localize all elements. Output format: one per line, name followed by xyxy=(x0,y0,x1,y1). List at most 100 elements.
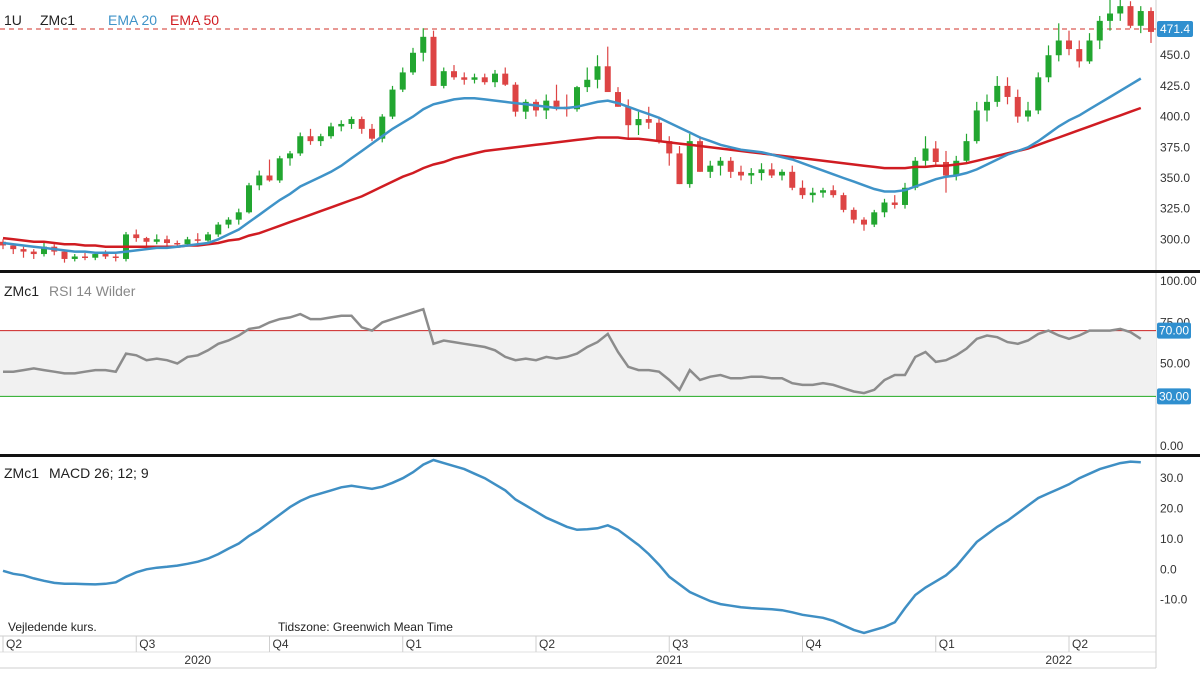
candle-body xyxy=(809,192,816,196)
price-axis-ticks: 450.0 425.0 400.0 375.0 350.0 325.0 300.0 xyxy=(1160,48,1190,246)
candle-body xyxy=(399,72,406,90)
rsi-title[interactable]: RSI 14 Wilder xyxy=(49,283,136,299)
candle-body xyxy=(266,175,273,181)
year-label: 2021 xyxy=(656,653,683,667)
candle-body xyxy=(379,116,386,139)
quarter-label: Q3 xyxy=(672,637,688,651)
candle-body xyxy=(481,77,488,83)
candle-body xyxy=(1055,40,1062,56)
candle-body xyxy=(205,234,211,241)
candle-body xyxy=(1025,110,1031,117)
candle-body xyxy=(410,52,416,73)
candle-body xyxy=(584,79,591,88)
candle-body xyxy=(1014,96,1021,117)
candle-body xyxy=(840,195,847,210)
footer-note: Vejledende kurs. xyxy=(8,620,97,634)
price-tick-label: 300.0 xyxy=(1160,232,1190,246)
rsi-oversold-tag: 30.00 xyxy=(1157,388,1191,405)
price-tick-label: 350.0 xyxy=(1160,171,1190,185)
candle-body xyxy=(574,87,580,110)
macd-axis-ticks: 30.0 20.0 10.0 0.0 -10.0 xyxy=(1160,471,1188,606)
candle-body xyxy=(194,239,201,241)
candle-body xyxy=(1127,6,1134,26)
ema50-legend[interactable]: EMA 50 xyxy=(170,12,219,28)
rsi-overbought-value: 70.00 xyxy=(1159,324,1189,338)
candle-body xyxy=(246,185,252,213)
candle-body xyxy=(92,254,99,258)
candle-body xyxy=(317,136,324,142)
candle-body xyxy=(1096,20,1103,41)
candle-body xyxy=(963,141,970,161)
quarter-label: Q2 xyxy=(6,637,22,651)
macd-panel[interactable]: 30.0 20.0 10.0 0.0 -10.0 ZMc1 MACD 26; 12; 9… xyxy=(2,457,1188,636)
candle-body xyxy=(338,123,345,127)
candle-body xyxy=(225,219,232,225)
macd-title[interactable]: MACD 26; 12; 9 xyxy=(49,465,149,481)
candle-body xyxy=(61,251,68,259)
macd-tick-label: 30.0 xyxy=(1160,471,1184,485)
last-price-tag: 471.4 xyxy=(1157,20,1193,37)
candle-body xyxy=(656,122,662,142)
quarter-label: Q1 xyxy=(939,637,955,651)
quarter-label: Q4 xyxy=(273,637,289,651)
candle-body xyxy=(430,36,437,86)
candle-body xyxy=(174,243,181,245)
candle-body xyxy=(287,153,293,159)
macd-tick-label: 20.0 xyxy=(1160,502,1184,516)
macd-line xyxy=(2,458,1141,635)
candle-body xyxy=(492,73,498,83)
rsi-oversold-tag-bg xyxy=(1157,388,1191,405)
interval-label[interactable]: 1U xyxy=(4,12,22,28)
ema20-line xyxy=(2,77,1142,255)
symbol-label[interactable]: ZMc1 xyxy=(40,12,75,28)
time-axis[interactable]: Q2 Q3 Q4 Q1 Q2 Q3 Q4 Q1 Q2 2020 2021 2022 xyxy=(0,635,1157,669)
candle-body xyxy=(697,141,703,172)
ema20-legend[interactable]: EMA 20 xyxy=(108,12,157,28)
candle-body xyxy=(553,100,560,107)
last-price-tag-bg xyxy=(1157,20,1193,37)
candle-body xyxy=(953,160,960,176)
rsi-neutral-band xyxy=(0,330,1156,397)
price-tick-label: 425.0 xyxy=(1160,79,1190,93)
rsi-oversold-value: 30.00 xyxy=(1159,389,1189,403)
candle-body xyxy=(707,165,714,172)
price-panel[interactable]: 450.0 425.0 400.0 375.0 350.0 325.0 300.0 471.… xyxy=(0,0,1193,270)
macd-tick-label: 0.0 xyxy=(1160,562,1177,576)
candle-body xyxy=(850,209,857,220)
candle-body xyxy=(153,239,160,242)
candle-body xyxy=(984,101,990,111)
candle-body xyxy=(789,171,796,188)
year-ticks: 2020 2021 2022 xyxy=(184,653,1072,667)
candle-body xyxy=(830,190,837,196)
panel-divider[interactable] xyxy=(0,454,1200,457)
rsi-tick-label: 100.00 xyxy=(1160,274,1197,288)
candle-body xyxy=(512,84,519,112)
rsi-tick-label: 0.00 xyxy=(1160,439,1184,453)
candle-body xyxy=(1035,77,1042,111)
candle-body xyxy=(184,239,191,245)
panel-divider[interactable] xyxy=(0,270,1200,273)
ema50-line xyxy=(2,106,1142,248)
candle-body xyxy=(1107,13,1113,21)
candle-body xyxy=(1086,40,1093,62)
candle-body xyxy=(727,160,734,172)
candle-body xyxy=(1066,40,1072,50)
candle-body xyxy=(686,141,693,185)
candle-body xyxy=(943,162,949,176)
rsi-overbought-tag-bg xyxy=(1157,322,1191,339)
last-price-value: 471.4 xyxy=(1160,22,1190,36)
candle-body xyxy=(799,187,806,196)
candle-body xyxy=(307,136,314,142)
candle-body xyxy=(440,71,447,86)
candle-body xyxy=(994,85,1001,102)
candle-body xyxy=(389,89,396,117)
candle-body xyxy=(973,110,980,142)
candle-body xyxy=(1076,49,1083,62)
price-tick-label: 375.0 xyxy=(1160,140,1190,154)
candle-body xyxy=(1045,55,1052,78)
candle-body xyxy=(932,148,939,162)
candle-body xyxy=(861,219,867,225)
candle-body xyxy=(645,119,652,123)
